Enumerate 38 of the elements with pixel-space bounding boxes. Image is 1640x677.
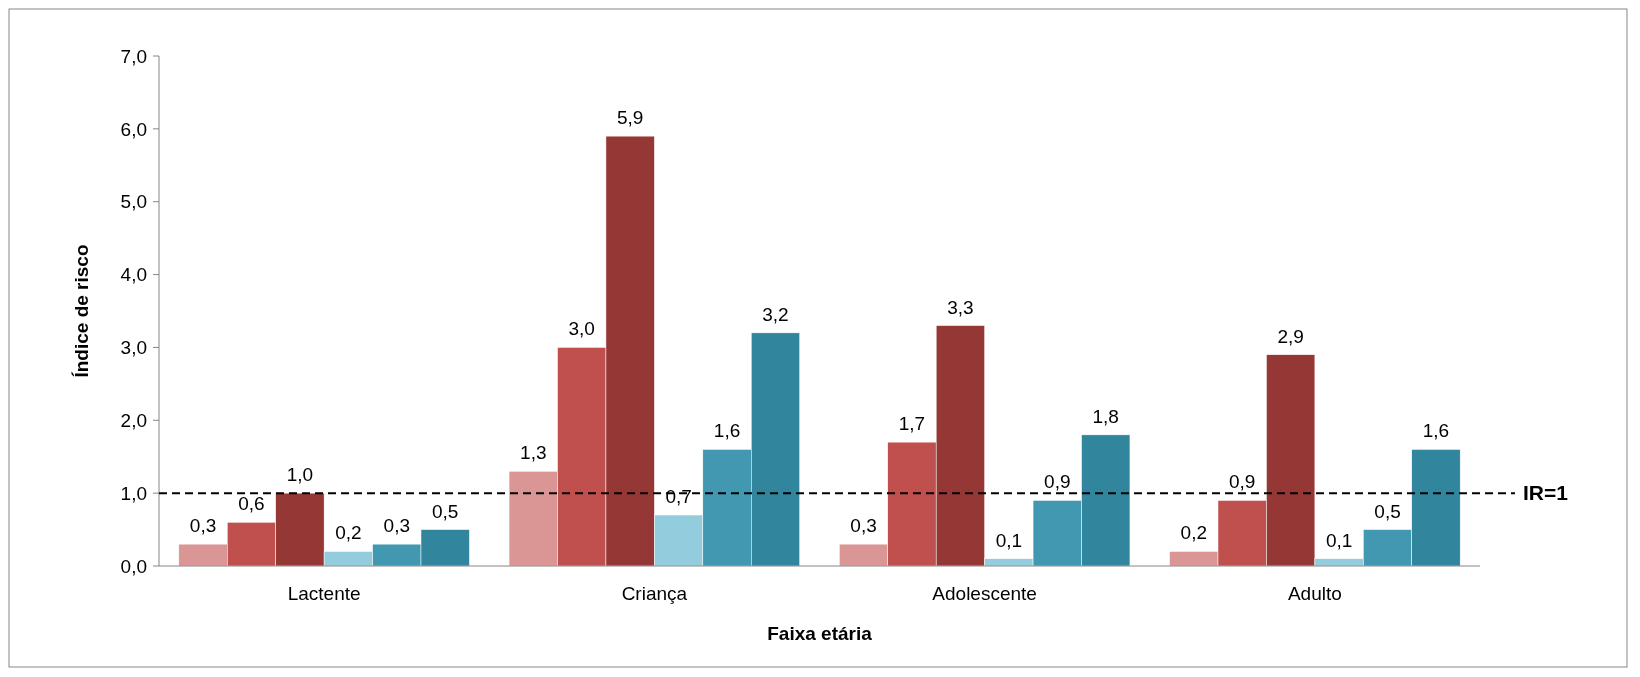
data-label: 0,9 (1044, 471, 1071, 493)
data-label: 0,5 (432, 500, 459, 522)
data-label: 0,3 (850, 515, 877, 537)
data-label: 0,1 (995, 529, 1023, 551)
x-tick-label: Adolescente (932, 583, 1037, 604)
y-tick-label: 6,0 (120, 118, 147, 140)
data-label: 0,3 (383, 515, 410, 537)
data-label: 0,3 (189, 515, 217, 537)
y-axis-title: Índice de risco (71, 244, 92, 378)
ref-line-label: IR=1 (1523, 481, 1569, 505)
y-tick-label: 0,0 (120, 555, 147, 577)
data-label: 0,5 (1374, 500, 1401, 522)
y-tick-label: 1,0 (120, 482, 147, 504)
data-label: 1,7 (898, 413, 926, 435)
data-label: 1,8 (1092, 405, 1119, 427)
y-tick-label: 5,0 (120, 191, 147, 213)
y-tick-label: 2,0 (120, 409, 147, 431)
y-tick-label: 3,0 (120, 337, 147, 359)
data-label: 5,9 (616, 107, 644, 129)
x-tick-label: Criança (621, 583, 688, 604)
data-label: 0,1 (1325, 529, 1353, 551)
data-label: 1,0 (286, 464, 314, 486)
x-tick-label: Adulto (1287, 583, 1342, 604)
x-tick-label: Lactente (287, 583, 361, 604)
data-label: 3,2 (762, 303, 789, 325)
y-tick-label: 4,0 (120, 264, 147, 286)
data-label: 1,6 (1422, 420, 1450, 442)
x-axis-title: Faixa etária (767, 623, 873, 644)
data-label: 0,6 (238, 493, 265, 515)
data-label: 0,2 (1180, 522, 1207, 544)
data-label: 2,9 (1277, 325, 1304, 347)
data-label: 0,2 (335, 522, 362, 544)
data-label: 1,3 (520, 442, 547, 464)
data-label: 0,9 (1229, 471, 1256, 493)
data-label: 1,6 (713, 420, 741, 442)
data-label: 3,3 (947, 296, 974, 318)
y-tick-label: 7,0 (120, 45, 147, 67)
data-label: 3,0 (568, 318, 595, 340)
